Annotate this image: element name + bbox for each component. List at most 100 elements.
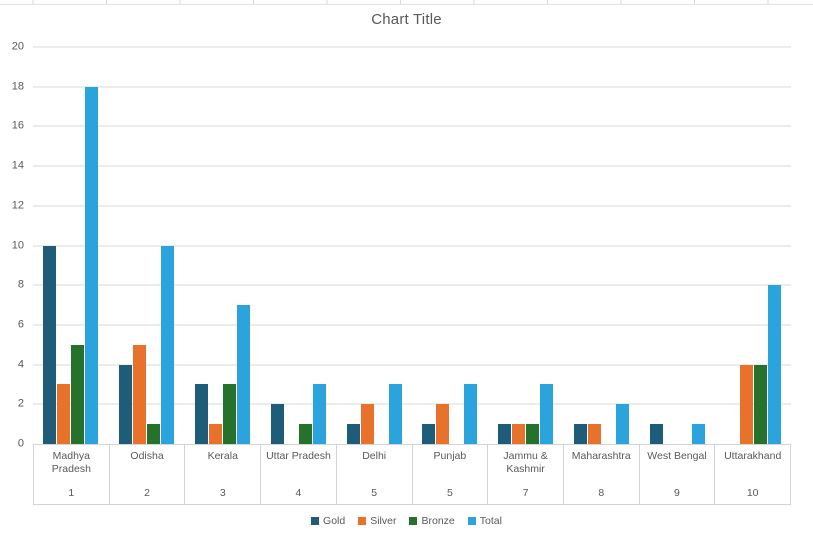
category-group-7 bbox=[488, 47, 564, 444]
bar-bronze-7[interactable] bbox=[526, 424, 540, 444]
category-rank: 7 bbox=[522, 486, 529, 499]
category-rank: 2 bbox=[144, 486, 150, 499]
category-group-10 bbox=[715, 47, 791, 444]
category-label-cell-4: Uttar Pradesh 4 bbox=[261, 445, 337, 504]
bar-silver-2[interactable] bbox=[133, 344, 147, 444]
category-name: Madhya Pradesh bbox=[51, 450, 91, 476]
bar-silver-6[interactable] bbox=[436, 404, 450, 444]
gridline-20 bbox=[33, 46, 791, 48]
bar-gold-7[interactable] bbox=[498, 424, 512, 444]
legend-label: Gold bbox=[323, 514, 346, 527]
legend-swatch-icon bbox=[409, 517, 418, 525]
bar-total-6[interactable] bbox=[464, 384, 478, 444]
bar-total-10[interactable] bbox=[767, 285, 781, 444]
category-rank: 1 bbox=[68, 486, 75, 499]
legend-item-total[interactable]: Total bbox=[467, 514, 502, 527]
bar-total-4[interactable] bbox=[312, 384, 326, 444]
bar-gold-5[interactable] bbox=[346, 424, 360, 444]
legend-label: Bronze bbox=[421, 514, 455, 527]
category-name: Uttarakhand bbox=[724, 450, 782, 462]
y-tick-label-0: 0 bbox=[17, 437, 24, 450]
y-tick-label-16: 16 bbox=[11, 119, 24, 132]
y-tick-label-4: 4 bbox=[17, 358, 24, 371]
category-name: Delhi bbox=[362, 450, 387, 462]
bar-gold-6[interactable] bbox=[422, 424, 436, 444]
bar-gold-9[interactable] bbox=[649, 424, 663, 444]
bar-silver-1[interactable] bbox=[57, 384, 71, 444]
legend-item-bronze[interactable]: Bronze bbox=[409, 514, 455, 527]
bar-gold-8[interactable] bbox=[573, 424, 587, 444]
chart-title[interactable]: Chart Title bbox=[371, 11, 442, 28]
legend-swatch-icon bbox=[467, 517, 476, 525]
bar-silver-7[interactable] bbox=[512, 424, 526, 444]
y-tick-label-20: 20 bbox=[11, 40, 24, 53]
bar-silver-10[interactable] bbox=[739, 364, 753, 444]
category-label-cell-6: Punjab 5 bbox=[413, 445, 489, 504]
bar-total-7[interactable] bbox=[540, 384, 554, 444]
legend[interactable]: Gold Silver Bronze Total bbox=[0, 512, 813, 530]
category-label-cell-1: Madhya Pradesh 1 bbox=[34, 445, 110, 504]
bar-total-3[interactable] bbox=[236, 305, 250, 444]
bar-total-8[interactable] bbox=[615, 404, 629, 444]
legend-swatch-icon bbox=[311, 517, 320, 525]
bar-total-9[interactable] bbox=[691, 424, 705, 444]
gridline-8 bbox=[33, 284, 791, 286]
category-group-1 bbox=[33, 47, 109, 444]
category-label-cell-10: Uttarakhand 10 bbox=[715, 445, 792, 504]
category-name: Uttar Pradesh bbox=[266, 450, 331, 462]
category-name: Kerala bbox=[207, 450, 238, 462]
bar-bronze-1[interactable] bbox=[71, 344, 85, 444]
category-label-cell-3: Kerala 3 bbox=[185, 445, 262, 504]
category-group-8 bbox=[564, 47, 640, 444]
gridline-12 bbox=[33, 205, 791, 207]
category-rank: 10 bbox=[746, 486, 759, 499]
y-tick-label-8: 8 bbox=[17, 278, 24, 291]
bar-gold-1[interactable] bbox=[43, 245, 57, 444]
gridline-10 bbox=[33, 245, 791, 246]
legend-swatch-icon bbox=[358, 517, 367, 525]
category-label-cell-9: West Bengal 9 bbox=[640, 445, 716, 504]
gridline-14 bbox=[33, 165, 791, 167]
category-name: Maharashtra bbox=[571, 450, 631, 462]
bar-bronze-2[interactable] bbox=[147, 424, 161, 444]
plot-area bbox=[33, 46, 791, 444]
bar-bronze-10[interactable] bbox=[753, 364, 767, 444]
y-tick-label-10: 10 bbox=[11, 239, 24, 251]
category-group-3 bbox=[185, 47, 261, 444]
gridline-18 bbox=[33, 86, 791, 88]
category-group-5 bbox=[336, 47, 412, 444]
bar-total-1[interactable] bbox=[85, 86, 99, 444]
y-tick-label-14: 14 bbox=[11, 159, 24, 172]
category-name: West Bengal bbox=[647, 450, 707, 462]
gridline-4 bbox=[33, 364, 791, 366]
bar-silver-8[interactable] bbox=[587, 424, 601, 444]
bar-gold-4[interactable] bbox=[270, 404, 284, 444]
bar-total-5[interactable] bbox=[388, 384, 402, 444]
legend-item-silver[interactable]: Silver bbox=[358, 516, 396, 527]
y-tick-label-6: 6 bbox=[17, 318, 24, 331]
category-label-cell-8: Maharashtra 8 bbox=[564, 445, 640, 504]
category-group-6 bbox=[412, 47, 488, 444]
legend-label: Total bbox=[479, 514, 502, 527]
x-axis[interactable]: Madhya Pradesh 1 Odisha 2 Kerala 3 Uttar Prade… bbox=[33, 444, 792, 505]
gridline-2 bbox=[33, 403, 791, 405]
bar-bronze-4[interactable] bbox=[298, 424, 312, 444]
bars-area bbox=[33, 47, 791, 444]
bar-total-2[interactable] bbox=[161, 245, 175, 444]
category-group-9 bbox=[639, 47, 715, 444]
category-rank: 4 bbox=[295, 486, 302, 499]
category-rank: 3 bbox=[219, 486, 226, 499]
bar-silver-3[interactable] bbox=[208, 424, 222, 444]
category-name: Jammu & Kashmir bbox=[503, 450, 548, 476]
bar-gold-2[interactable] bbox=[119, 364, 133, 444]
bar-gold-3[interactable] bbox=[194, 384, 208, 444]
bar-silver-5[interactable] bbox=[360, 404, 374, 444]
category-rank: 9 bbox=[674, 486, 680, 499]
bar-bronze-3[interactable] bbox=[222, 384, 236, 444]
y-tick-label-18: 18 bbox=[11, 80, 24, 93]
legend-item-gold[interactable]: Gold bbox=[311, 516, 345, 527]
category-label-cell-2: Odisha 2 bbox=[110, 445, 186, 504]
gridline-6 bbox=[33, 324, 791, 326]
y-axis[interactable]: 0 2 4 6 8 10 12 14 16 18 20 bbox=[0, 41, 26, 449]
